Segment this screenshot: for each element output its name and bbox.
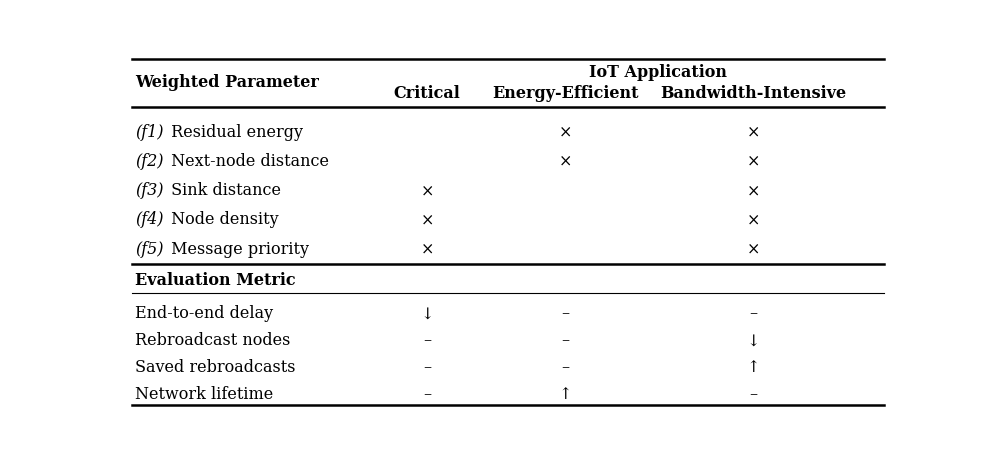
Text: –: – [562,332,570,349]
Text: Weighted Parameter: Weighted Parameter [136,74,319,91]
Text: –: – [423,332,431,349]
Text: Network lifetime: Network lifetime [136,386,274,403]
Text: –: – [749,305,758,322]
Text: ↑: ↑ [559,386,572,403]
Text: Evaluation Metric: Evaluation Metric [136,272,296,289]
Text: ↑: ↑ [747,358,760,375]
Text: Node density: Node density [166,211,278,228]
Text: Next-node distance: Next-node distance [166,153,329,169]
Text: ×: × [747,153,760,169]
Text: (f4): (f4) [136,211,164,228]
Text: ×: × [420,240,434,257]
Text: (f5): (f5) [136,240,164,257]
Text: ×: × [559,153,572,169]
Text: –: – [562,305,570,322]
Text: ×: × [559,123,572,140]
Text: –: – [423,386,431,403]
Text: ×: × [747,123,760,140]
Text: Bandwidth-Intensive: Bandwidth-Intensive [661,85,846,102]
Text: (f1): (f1) [136,123,164,140]
Text: ↓: ↓ [747,332,760,349]
Text: Residual energy: Residual energy [166,123,303,140]
Text: (f2): (f2) [136,153,164,169]
Text: ×: × [747,182,760,199]
Text: ×: × [747,211,760,228]
Text: Message priority: Message priority [166,240,309,257]
Text: ×: × [747,240,760,257]
Text: Critical: Critical [393,85,461,102]
Text: ×: × [420,182,434,199]
Text: –: – [749,386,758,403]
Text: ×: × [420,211,434,228]
Text: IoT Application: IoT Application [589,63,726,80]
Text: Saved rebroadcasts: Saved rebroadcasts [136,358,296,375]
Text: Sink distance: Sink distance [166,182,281,199]
Text: –: – [562,358,570,375]
Text: –: – [423,358,431,375]
Text: End-to-end delay: End-to-end delay [136,305,274,322]
Text: Rebroadcast nodes: Rebroadcast nodes [136,332,290,349]
Text: Energy-Efficient: Energy-Efficient [493,85,639,102]
Text: ↓: ↓ [420,305,434,322]
Text: (f3): (f3) [136,182,164,199]
